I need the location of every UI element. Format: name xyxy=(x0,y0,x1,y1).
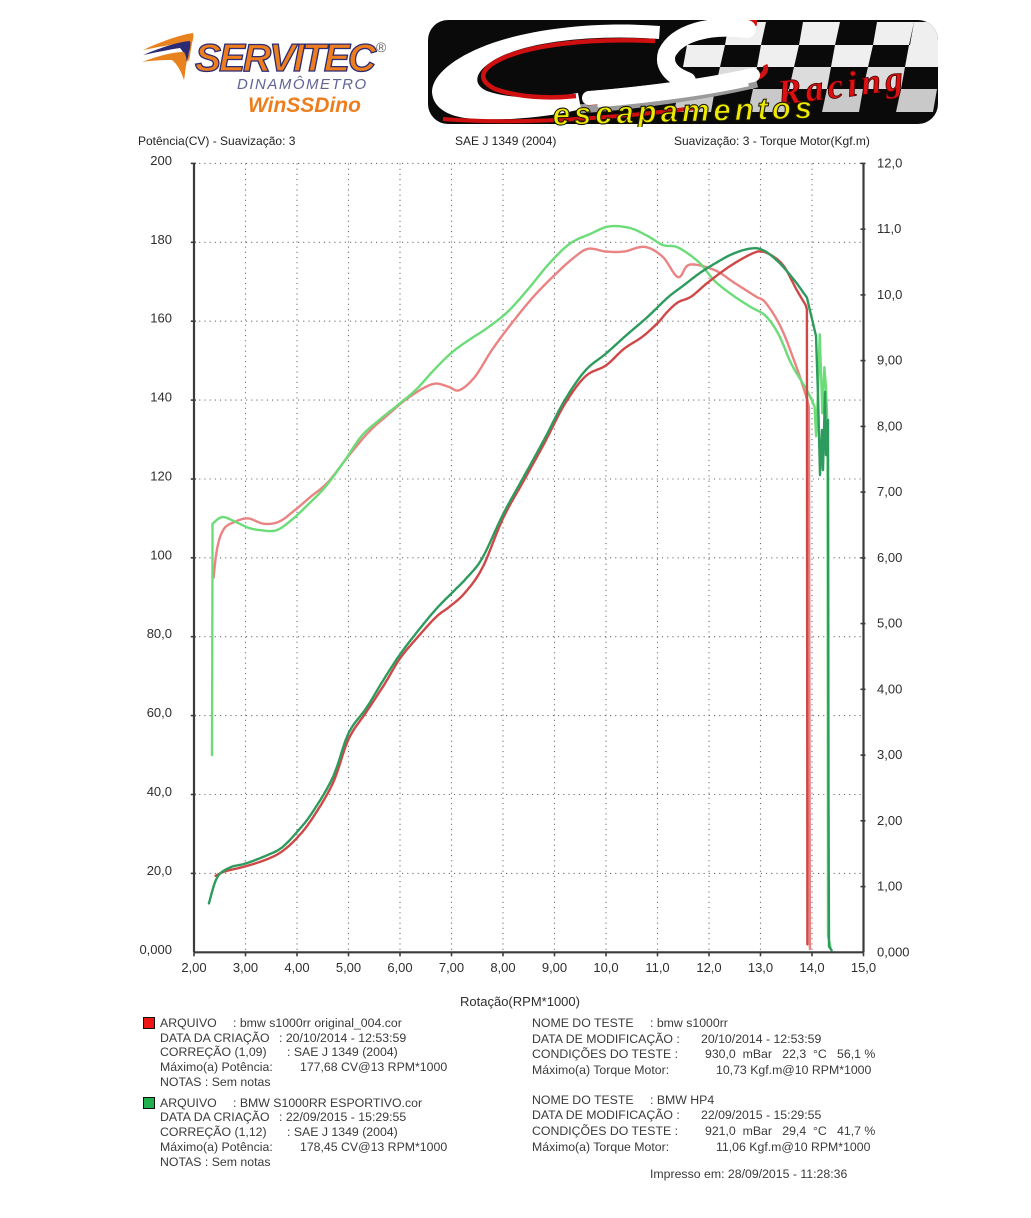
svg-text:4,00: 4,00 xyxy=(284,960,309,975)
svg-text:60,0: 60,0 xyxy=(147,705,172,720)
svg-text:80,0: 80,0 xyxy=(147,626,172,641)
svg-text:11,0: 11,0 xyxy=(877,221,901,236)
svg-text:DINAMÔMETRO: DINAMÔMETRO xyxy=(237,76,368,93)
svg-text:escapamentos: escapamentos xyxy=(552,90,816,127)
svg-text:Rotação(RPM*1000): Rotação(RPM*1000) xyxy=(460,994,580,1009)
svg-text:5,00: 5,00 xyxy=(336,960,361,975)
svg-text:3,00: 3,00 xyxy=(877,747,902,762)
svg-text:180: 180 xyxy=(150,232,172,247)
svg-text:12,0: 12,0 xyxy=(696,960,721,975)
svg-text:14,0: 14,0 xyxy=(799,960,824,975)
svg-text:8,00: 8,00 xyxy=(877,418,902,433)
svg-text:160: 160 xyxy=(150,311,172,326)
svg-text:10,0: 10,0 xyxy=(593,960,618,975)
svg-text:13,0: 13,0 xyxy=(748,960,773,975)
svg-text:2,00: 2,00 xyxy=(181,960,206,975)
svg-text:40,0: 40,0 xyxy=(147,784,172,799)
svg-text:WinSSDino: WinSSDino xyxy=(248,94,361,117)
svg-text:120: 120 xyxy=(150,469,172,484)
svg-text:9,00: 9,00 xyxy=(542,960,567,975)
svg-text:6,00: 6,00 xyxy=(877,550,902,565)
svg-text:®: ® xyxy=(376,39,387,55)
svg-text:7,00: 7,00 xyxy=(439,960,464,975)
svg-text:4,00: 4,00 xyxy=(877,681,902,696)
svg-text:10,0: 10,0 xyxy=(877,287,902,302)
svg-text:5,00: 5,00 xyxy=(877,616,902,631)
svg-text:140: 140 xyxy=(150,390,172,405)
svg-text:8,00: 8,00 xyxy=(490,960,515,975)
svg-text:20,0: 20,0 xyxy=(147,863,172,878)
svg-text:100: 100 xyxy=(150,547,172,562)
svg-text:6,00: 6,00 xyxy=(387,960,412,975)
svg-text:9,00: 9,00 xyxy=(877,353,902,368)
svg-text:200: 200 xyxy=(150,153,172,168)
svg-text:12,0: 12,0 xyxy=(877,155,902,170)
svg-text:7,00: 7,00 xyxy=(877,484,902,499)
svg-text:0,000: 0,000 xyxy=(139,942,172,957)
svg-text:0,000: 0,000 xyxy=(877,944,910,959)
svg-text:15,0: 15,0 xyxy=(851,960,876,975)
svg-text:11,0: 11,0 xyxy=(645,960,669,975)
svg-text:3,00: 3,00 xyxy=(233,960,258,975)
svg-text:SERVITEC: SERVITEC xyxy=(195,37,377,80)
svg-text:1,00: 1,00 xyxy=(877,879,902,894)
svg-text:2,00: 2,00 xyxy=(877,813,902,828)
